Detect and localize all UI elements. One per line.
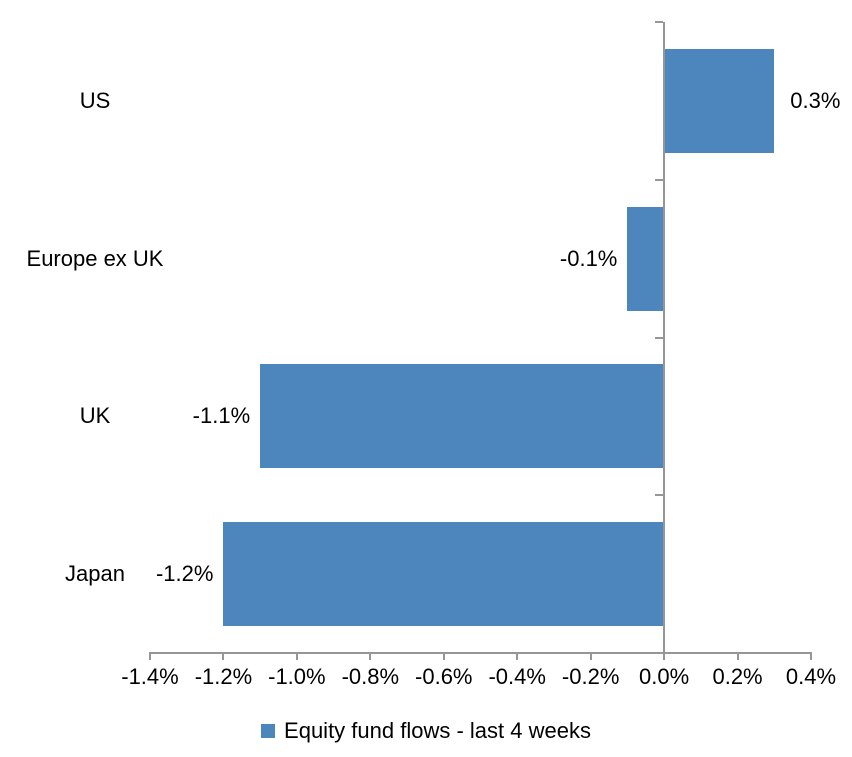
x-tick-label: -1.0% xyxy=(268,664,326,689)
x-tick xyxy=(516,654,519,660)
x-tick-label: -1.2% xyxy=(194,664,253,689)
zero-axis-line xyxy=(663,22,666,659)
bar-value-label: 0.3% xyxy=(790,87,841,113)
x-axis-line xyxy=(149,652,812,654)
legend-swatch-icon xyxy=(261,724,276,738)
x-tick xyxy=(663,654,666,660)
category-tick xyxy=(655,494,664,497)
bar-us xyxy=(665,48,775,153)
category-tick xyxy=(655,178,664,181)
x-tick xyxy=(736,654,739,660)
x-tick xyxy=(369,654,372,660)
legend: Equity fund flows - last 4 weeks xyxy=(0,716,852,746)
x-tick-label: -0.8% xyxy=(341,664,400,689)
bar-uk xyxy=(260,364,664,469)
x-tick-label: -0.2% xyxy=(561,664,620,689)
bar-europe-ex-uk xyxy=(627,206,664,311)
x-tick-label: -1.4% xyxy=(121,664,179,689)
category-tick xyxy=(655,21,664,23)
bar-japan xyxy=(223,522,664,627)
x-tick-label: 0.4% xyxy=(785,664,837,689)
x-tick-label: 0.0% xyxy=(639,664,690,689)
x-tick xyxy=(810,654,812,660)
category-label: Europe ex UK xyxy=(26,245,164,271)
x-tick xyxy=(149,654,151,660)
category-label: UK xyxy=(79,403,111,429)
bar-value-label: -0.1% xyxy=(559,245,618,271)
x-tick xyxy=(222,654,225,660)
x-tick xyxy=(442,654,445,660)
category-tick xyxy=(655,336,664,339)
x-tick-label: -0.4% xyxy=(488,664,546,689)
category-label: Japan xyxy=(65,561,125,587)
x-tick-label: 0.2% xyxy=(712,664,763,689)
category-label: US xyxy=(79,87,111,113)
x-tick xyxy=(589,654,592,660)
bar-value-label: -1.1% xyxy=(192,403,251,429)
x-tick-label: -0.6% xyxy=(415,664,473,689)
bar-value-label: -1.2% xyxy=(155,561,214,587)
x-tick xyxy=(295,654,298,660)
legend-label: Equity fund flows - last 4 weeks xyxy=(284,718,591,743)
